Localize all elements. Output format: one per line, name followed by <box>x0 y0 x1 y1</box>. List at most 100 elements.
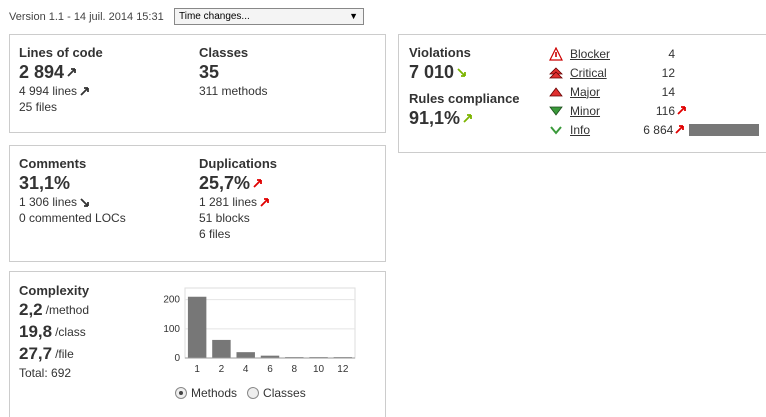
size-panel: Lines of code 2 894 4 994 lines 25 files… <box>9 34 386 133</box>
blocker-icon <box>549 46 563 61</box>
severity-link-info[interactable]: Info <box>570 122 591 137</box>
rules-panel: Violations 7 010 Rules compliance 91,1% … <box>398 34 766 153</box>
severity-count-blocker: 4 <box>668 46 675 61</box>
complexity-class-unit: /class <box>55 325 86 339</box>
classes-title: Classes <box>199 45 249 60</box>
compliance-value-row: 91,1% <box>409 107 520 129</box>
chart-y-tick-label: 0 <box>174 353 180 364</box>
severity-row-minor: Minor 116 <box>549 101 759 120</box>
loc-lines: 4 994 lines <box>19 84 78 98</box>
duplications-lines-row: 1 281 lines <box>199 194 277 210</box>
chart-x-tick-label: 10 <box>313 364 325 375</box>
chart-y-tick-label: 100 <box>163 324 180 335</box>
trend-down-black-icon <box>80 197 89 207</box>
info-icon <box>549 123 563 137</box>
severity-row-major: Major 14 <box>549 82 759 101</box>
comments-title: Comments <box>19 156 87 171</box>
chart-bar <box>212 339 231 358</box>
chart-mode-radio-group: Methods Classes <box>175 386 306 400</box>
comments-lines-row: 1 306 lines <box>19 194 126 210</box>
chart-x-tick-label: 1 <box>194 364 200 375</box>
trend-up-red-icon <box>677 106 689 115</box>
violations-title: Violations <box>409 45 471 60</box>
radio-methods[interactable] <box>175 387 187 399</box>
trend-down-black-icon <box>67 67 76 77</box>
classes-value: 35 <box>199 62 220 82</box>
complexity-total: Total: 692 <box>19 366 72 380</box>
chart-plot-area <box>184 287 356 359</box>
chart-x-tick-label: 2 <box>219 364 225 375</box>
violations-value-row: 7 010 <box>409 61 520 83</box>
minor-icon <box>549 104 563 118</box>
comments-commented-locs: 0 commented LOCs <box>19 211 126 225</box>
complexity-method-value: 2,2 <box>19 300 43 319</box>
chart-bar <box>236 352 255 358</box>
complexity-file-value: 27,7 <box>19 344 53 363</box>
violations-value: 7 010 <box>409 62 455 82</box>
classes-block: Classes 35 311 methods <box>199 45 268 99</box>
time-changes-value: Time changes... <box>179 11 250 22</box>
version-label: Version 1.1 - 14 juil. 2014 15:31 <box>9 11 164 23</box>
trend-up-red-icon <box>675 125 687 134</box>
chart-bar <box>187 296 207 358</box>
duplications-lines: 1 281 lines <box>199 195 258 209</box>
radio-methods-label: Methods <box>191 386 238 400</box>
severity-link-blocker[interactable]: Blocker <box>570 46 611 61</box>
complexity-method-unit: /method <box>45 303 89 317</box>
chart-x-tick-label: 12 <box>337 364 349 375</box>
trend-up-red-icon <box>260 197 269 207</box>
loc-files: 25 files <box>19 100 58 114</box>
comments-lines: 1 306 lines <box>19 195 78 209</box>
severity-row-info: Info 6 864 <box>549 120 759 139</box>
severity-count-minor: 116 <box>655 103 675 118</box>
major-icon <box>549 85 563 99</box>
complexity-class-row: 19,8 /class <box>19 321 89 343</box>
info-distribution-bar <box>689 123 759 136</box>
chart-y-tick-label: 200 <box>163 295 180 306</box>
compliance-value: 91,1% <box>409 108 461 128</box>
trend-up-black-icon <box>80 86 89 96</box>
radio-classes[interactable] <box>247 387 260 399</box>
severity-link-minor[interactable]: Minor <box>570 103 601 118</box>
topbar: Version 1.1 - 14 juil. 2014 15:31 <box>9 8 164 26</box>
complexity-file-row: 27,7 /file <box>19 343 89 365</box>
critical-icon <box>549 66 563 80</box>
complexity-method-row: 2,2 /method <box>19 299 89 321</box>
loc-value-row: 2 894 <box>19 61 103 83</box>
severity-link-critical[interactable]: Critical <box>570 65 607 80</box>
severity-count-info: 6 864 <box>643 122 674 137</box>
comments-panel: Comments 31,1% 1 306 lines 0 commented L… <box>9 145 386 262</box>
dropdown-arrow-icon: ▼ <box>349 11 358 21</box>
complexity-panel: Complexity 2,2 /method 19,8 /class 27,7 … <box>9 271 386 417</box>
duplications-value: 25,7% <box>199 173 251 193</box>
radio-classes-label: Classes <box>263 386 306 400</box>
loc-value: 2 894 <box>19 62 65 82</box>
trend-up-red-icon <box>253 178 262 188</box>
chart-x-tick-label: 6 <box>267 364 273 375</box>
loc-title: Lines of code <box>19 45 103 60</box>
severity-link-major[interactable]: Major <box>570 84 601 99</box>
compliance-title: Rules compliance <box>409 91 520 106</box>
violations-block: Violations 7 010 Rules compliance 91,1% <box>409 45 520 129</box>
trend-down-green-icon <box>457 67 466 77</box>
chart-bar <box>260 355 280 358</box>
duplications-title: Duplications <box>199 156 278 171</box>
complexity-title: Complexity <box>19 283 90 298</box>
comments-value: 31,1% <box>19 173 71 193</box>
complexity-class-value: 19,8 <box>19 322 53 341</box>
duplications-value-row: 25,7% <box>199 172 277 194</box>
severity-row-blocker: Blocker 4 <box>549 44 759 63</box>
classes-methods: 311 methods <box>199 84 268 98</box>
time-changes-select[interactable]: Time changes... ▼ <box>174 8 364 25</box>
duplications-blocks: 51 blocks <box>199 211 250 225</box>
loc-lines-row: 4 994 lines <box>19 83 103 99</box>
severity-count-critical: 12 <box>661 65 675 80</box>
chart-x-tick-label: 8 <box>292 364 298 375</box>
trend-up-green-icon <box>463 113 472 123</box>
chart-x-tick-label: 4 <box>243 364 249 375</box>
complexity-file-unit: /file <box>55 347 74 361</box>
comments-block: Comments 31,1% 1 306 lines 0 commented L… <box>19 156 126 226</box>
severity-count-major: 14 <box>661 84 675 99</box>
duplications-block: Duplications 25,7% 1 281 lines 51 blocks… <box>199 156 277 242</box>
